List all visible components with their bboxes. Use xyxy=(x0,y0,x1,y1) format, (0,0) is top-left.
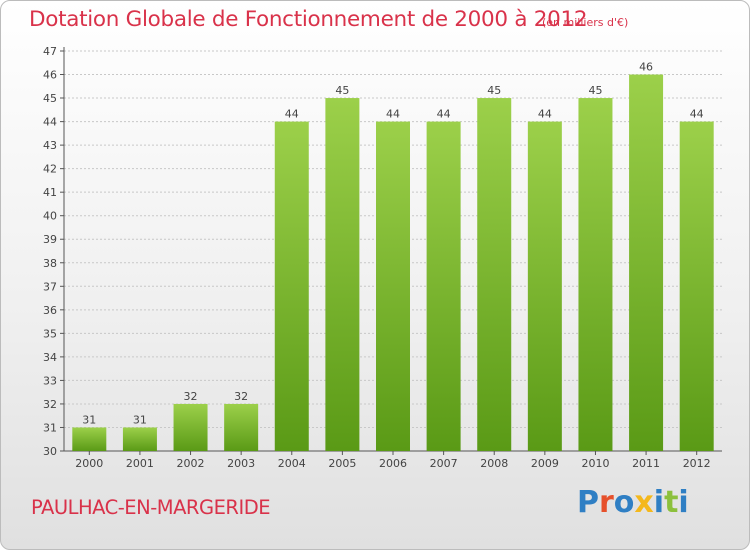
logo-letter: t xyxy=(664,485,679,520)
data-label-2008: 45 xyxy=(487,84,501,97)
chart-title: Dotation Globale de Fonctionnement de 20… xyxy=(29,7,588,32)
logo-letter: P xyxy=(577,485,599,520)
y-tick-labels: 30 31 32 33 34 35 36 37 38 39 40 41 42 43 44 45 46 47 xyxy=(43,45,57,458)
y-tick-label: 40 xyxy=(43,210,57,223)
proxiti-logo[interactable]: Proxiti xyxy=(577,485,689,520)
data-label-2011: 46 xyxy=(639,61,653,74)
logo-letter: i xyxy=(678,485,689,520)
y-tick-label: 44 xyxy=(43,116,57,129)
x-tick-label-2006: 2006 xyxy=(379,457,407,470)
data-label-2001: 31 xyxy=(133,413,147,426)
x-tick-label-2007: 2007 xyxy=(430,457,458,470)
bar-2006 xyxy=(376,121,410,452)
bars xyxy=(72,74,714,452)
commune-name: PAULHAC-EN-MARGERIDE xyxy=(31,496,271,519)
data-label-2000: 31 xyxy=(82,413,96,426)
logo-letter: x xyxy=(634,485,654,520)
chart-unit: (en milliers d'€) xyxy=(542,16,629,29)
x-tick-label-2008: 2008 xyxy=(480,457,508,470)
logo-letter: r xyxy=(599,485,614,520)
bar-2002 xyxy=(173,403,208,451)
bar-2004 xyxy=(274,121,309,452)
data-label-2010: 45 xyxy=(588,84,602,97)
bar-2009 xyxy=(527,121,562,452)
data-label-2007: 44 xyxy=(437,108,451,121)
y-tick-label: 46 xyxy=(43,69,57,82)
data-label-2004: 44 xyxy=(285,108,299,121)
y-tick-label: 39 xyxy=(43,233,57,246)
x-tick-label-2000: 2000 xyxy=(75,457,103,470)
logo-letter: o xyxy=(613,485,635,520)
data-label-2006: 44 xyxy=(386,108,400,121)
bar-2008 xyxy=(477,98,512,451)
x-tick-label-2002: 2002 xyxy=(177,457,205,470)
x-tick-label-2011: 2011 xyxy=(632,457,660,470)
x-tick-label-2009: 2009 xyxy=(531,457,559,470)
x-tick-label-2001: 2001 xyxy=(126,457,154,470)
bar-2001 xyxy=(122,427,157,451)
x-tick-label-2004: 2004 xyxy=(278,457,306,470)
y-tick-label: 31 xyxy=(43,421,57,434)
y-tick-label: 35 xyxy=(43,327,57,340)
bar-2010 xyxy=(578,98,613,451)
bar-2012 xyxy=(679,121,714,452)
y-tick-label: 36 xyxy=(43,304,57,317)
x-tick-label-2010: 2010 xyxy=(581,457,609,470)
x-tick-label-2012: 2012 xyxy=(683,457,711,470)
y-tick-label: 43 xyxy=(43,139,57,152)
y-tick-label: 47 xyxy=(43,45,57,58)
y-tick-label: 45 xyxy=(43,92,57,105)
bar-2003 xyxy=(224,403,259,451)
data-label-2003: 32 xyxy=(234,390,248,403)
logo-letter: i xyxy=(653,485,665,520)
y-tick-label: 33 xyxy=(43,374,57,387)
bar-2007 xyxy=(426,121,461,452)
bar-2011 xyxy=(629,74,664,451)
data-label-2009: 44 xyxy=(538,108,552,121)
x-tick-labels: 2000 2001 2002 2003 2004 2005 2006 2007 2008 2009… xyxy=(75,451,711,470)
bar-2000 xyxy=(72,427,107,451)
y-tick-label: 34 xyxy=(43,351,57,364)
x-tick-label-2005: 2005 xyxy=(328,457,356,470)
bar-2005 xyxy=(325,98,360,451)
data-label-2005: 45 xyxy=(335,84,349,97)
x-tick-label-2003: 2003 xyxy=(227,457,255,470)
y-tick-label: 37 xyxy=(43,280,57,293)
y-tick-label: 32 xyxy=(43,398,57,411)
data-label-2012: 44 xyxy=(690,108,704,121)
y-tick-label: 41 xyxy=(43,186,57,199)
data-labels: 31 31 32 32 44 45 44 44 45 44 45 46 44 xyxy=(82,61,703,427)
y-tick-label: 42 xyxy=(43,163,57,176)
y-tick-label: 30 xyxy=(43,445,57,458)
data-label-2002: 32 xyxy=(184,390,198,403)
y-tick-label: 38 xyxy=(43,257,57,270)
